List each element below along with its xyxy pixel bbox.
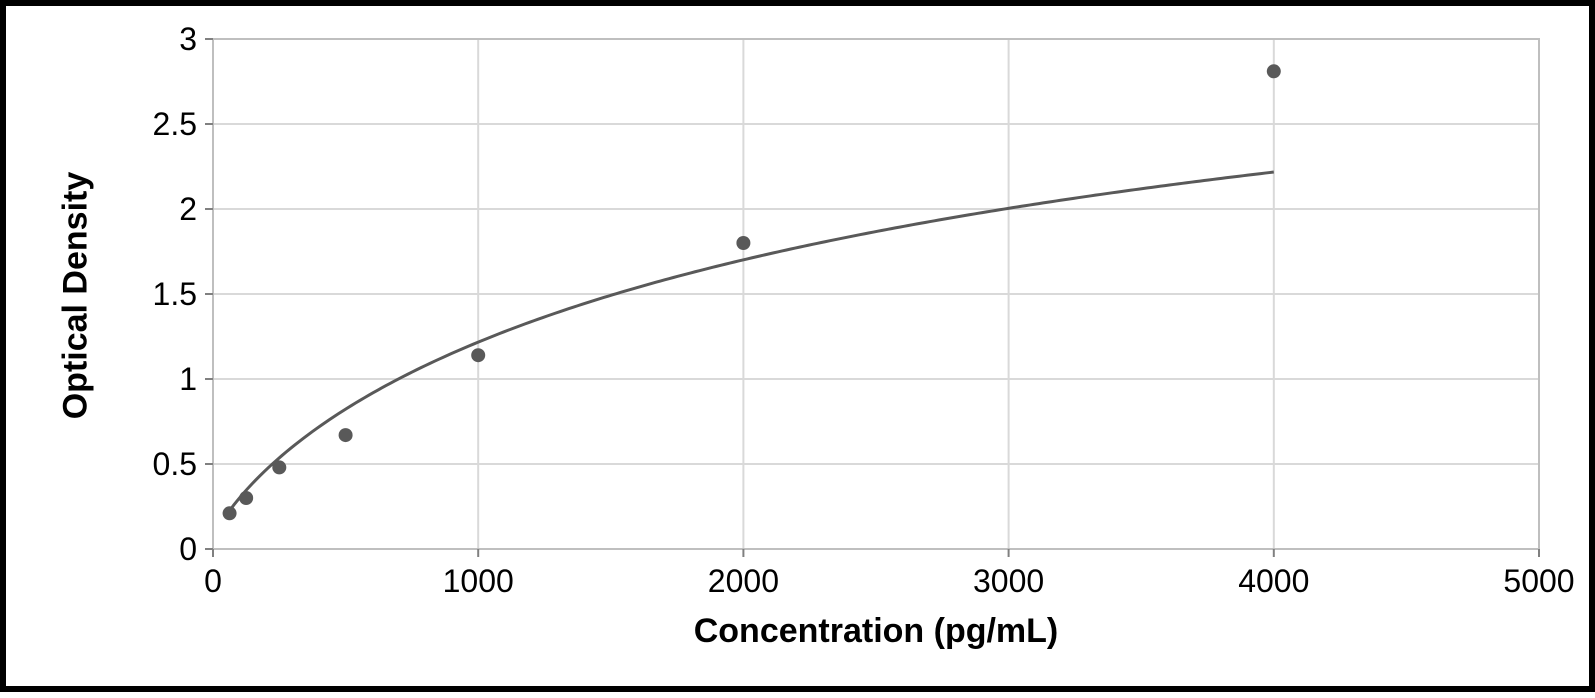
tick-label: 2000 [708, 563, 779, 600]
tick-label: 1000 [443, 563, 514, 600]
tick-label: 2 [179, 191, 197, 228]
chart-frame: Optical Density Concentration (pg/mL) 01… [0, 0, 1595, 692]
data-point [239, 491, 253, 505]
data-point [339, 428, 353, 442]
data-point [471, 348, 485, 362]
tick-label: 3000 [973, 563, 1044, 600]
data-point [223, 506, 237, 520]
data-point [1267, 64, 1281, 78]
tick-label: 2.5 [153, 106, 197, 143]
tick-label: 5000 [1503, 563, 1574, 600]
tick-label: 1.5 [153, 276, 197, 313]
chart-svg [6, 6, 1595, 698]
fit-curve [230, 172, 1274, 511]
tick-label: 3 [179, 21, 197, 58]
tick-label: 1 [179, 361, 197, 398]
tick-label: 0 [179, 531, 197, 568]
tick-label: 4000 [1238, 563, 1309, 600]
data-point [736, 236, 750, 250]
tick-label: 0.5 [153, 446, 197, 483]
tick-label: 0 [204, 563, 222, 600]
data-point [272, 460, 286, 474]
